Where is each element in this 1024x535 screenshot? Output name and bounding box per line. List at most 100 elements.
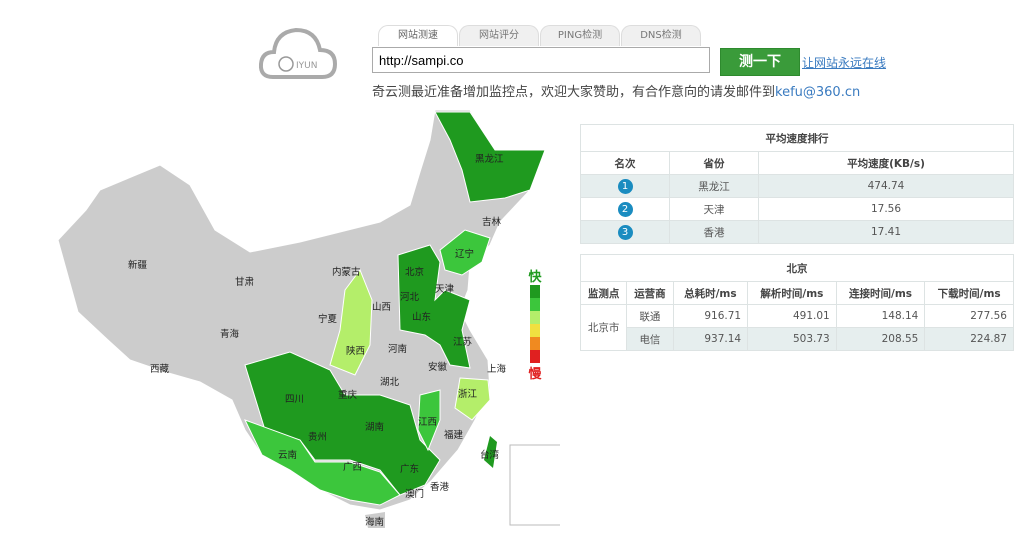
legend-swatch: [530, 285, 540, 298]
province-cell: 黑龙江: [669, 174, 759, 198]
province-label: 天津: [435, 284, 455, 295]
province-hebei-group[interactable]: [397, 244, 471, 369]
isp-cell: 联通: [626, 304, 674, 328]
rank-cell: 3: [580, 220, 670, 244]
rank-cell: 1: [580, 174, 670, 198]
province-label: 贵州: [308, 431, 327, 443]
rank-badge: 2: [617, 201, 633, 217]
province-heilongjiang[interactable]: [434, 111, 546, 203]
detail-title: 北京: [580, 254, 1014, 282]
province-cell: 天津: [669, 197, 759, 221]
speed-cell: 17.56: [758, 197, 1014, 221]
notice-text: 奇云测最近准备增加监控点，欢迎大家赞助，有合作意向的请发邮件到kefu@360.…: [372, 81, 860, 100]
url-input[interactable]: [372, 47, 710, 73]
province-label: 新疆: [128, 259, 148, 271]
legend-fast-label: 快: [528, 270, 542, 285]
province-shaanxi[interactable]: [329, 268, 373, 376]
province-label: 宁夏: [318, 313, 338, 325]
svg-text:IYUN: IYUN: [296, 61, 317, 71]
legend-slow-label: 慢: [528, 367, 542, 382]
province-label: 江苏: [453, 336, 473, 348]
province-label: 山东: [412, 311, 431, 323]
notice-message: 奇云测最近准备增加监控点，欢迎大家赞助，有合作意向的请发邮件到: [372, 85, 776, 100]
rank-badge: 3: [617, 224, 633, 240]
province-label: 山西: [372, 302, 391, 313]
province-label: 台湾: [480, 449, 500, 461]
header-speed: 平均速度(KB/s): [758, 151, 1014, 175]
province-label: 海南: [365, 516, 384, 528]
ranking-row: 1 黑龙江 474.74: [580, 174, 1014, 198]
province-cell: 香港: [669, 220, 759, 244]
tab-site-score[interactable]: 网站评分: [459, 25, 539, 46]
location-cell: 北京市: [579, 304, 628, 351]
province-label: 湖北: [380, 377, 400, 388]
province-label: 北京: [405, 266, 424, 278]
header-rank: 名次: [580, 151, 670, 175]
legend-swatch: [530, 298, 540, 311]
province-label: 西藏: [150, 363, 170, 375]
province-label: 青海: [220, 328, 240, 340]
detail-header: 运营商: [626, 281, 674, 305]
province-southwest-group[interactable]: [244, 351, 441, 496]
speed-cell: 17.41: [758, 220, 1014, 244]
province-label: 江西: [418, 417, 437, 428]
isp-cell: 电信: [626, 327, 674, 351]
ranking-title: 平均速度排行: [580, 124, 1014, 152]
detail-header: 监测点: [579, 281, 628, 305]
province-label: 云南: [278, 449, 297, 461]
connect-cell: 208.55: [835, 327, 926, 351]
tab-dns[interactable]: DNS检测: [621, 25, 701, 46]
province-label: 吉林: [482, 216, 502, 228]
province-south-group[interactable]: [244, 389, 441, 506]
detail-header: 连接时间/ms: [835, 281, 926, 305]
header-province: 省份: [669, 151, 759, 175]
province-label: 重庆: [338, 389, 358, 401]
detail-header: 下载时间/ms: [924, 281, 1014, 305]
detail-row: 电信 937.14 503.73 208.55 224.87: [581, 327, 1014, 351]
province-label: 甘肃: [235, 276, 254, 288]
province-label: 上海: [487, 363, 507, 375]
province-label: 福建: [444, 429, 464, 441]
test-button[interactable]: 测一下: [720, 48, 800, 76]
online-link[interactable]: 让网站永远在线: [802, 56, 887, 70]
province-label: 广西: [343, 461, 362, 473]
download-cell: 277.56: [924, 304, 1014, 328]
connect-cell: 148.14: [835, 304, 926, 328]
province-label: 内蒙古: [332, 266, 361, 278]
speed-cell: 474.74: [758, 174, 1014, 198]
province-label: 黑龙江: [475, 153, 504, 165]
detail-table: 北京 监测点 运营商 总耗时/ms 解析时间/ms 连接时间/ms 下载时间/ms 北京市…: [579, 254, 1014, 351]
south-china-sea-inset: [509, 444, 560, 526]
rank-badge: 1: [617, 178, 633, 194]
ranking-row: 2 天津 17.56: [580, 197, 1014, 221]
province-label: 香港: [430, 481, 450, 493]
speed-legend: 快 慢: [528, 266, 542, 382]
province-label: 澳门: [405, 488, 424, 500]
dns-cell: 491.01: [747, 304, 837, 328]
province-zhejiang[interactable]: [454, 377, 491, 421]
province-taiwan[interactable]: [484, 436, 497, 468]
legend-swatch: [530, 324, 540, 337]
province-label: 陕西: [346, 345, 365, 357]
legend-swatch: [530, 337, 540, 350]
ranking-table: 平均速度排行 名次 省份 平均速度(KB/s) 1 黑龙江 474.74 2 天津 17.56…: [580, 124, 1014, 244]
download-cell: 224.87: [924, 327, 1014, 351]
province-hainan[interactable]: [365, 512, 385, 528]
dns-cell: 503.73: [747, 327, 837, 351]
tab-ping[interactable]: PING检测: [540, 25, 620, 46]
province-label: 四川: [285, 394, 304, 405]
tab-speed-test[interactable]: 网站测速: [378, 25, 458, 46]
province-label: 河南: [388, 343, 407, 355]
province-liaoning[interactable]: [439, 229, 491, 276]
total-cell: 937.14: [672, 327, 749, 351]
tab-bar: 网站测速 网站评分 PING检测 DNS检测: [378, 25, 702, 46]
province-label: 安徽: [428, 361, 448, 373]
detail-header: 解析时间/ms: [747, 281, 837, 305]
email-link[interactable]: kefu@360.cn: [775, 85, 861, 100]
detail-header: 总耗时/ms: [672, 281, 749, 305]
province-label: 湖南: [365, 421, 384, 433]
province-label: 河北: [400, 291, 420, 303]
ranking-row: 3 香港 17.41: [580, 220, 1014, 244]
province-label: 浙江: [458, 388, 478, 400]
